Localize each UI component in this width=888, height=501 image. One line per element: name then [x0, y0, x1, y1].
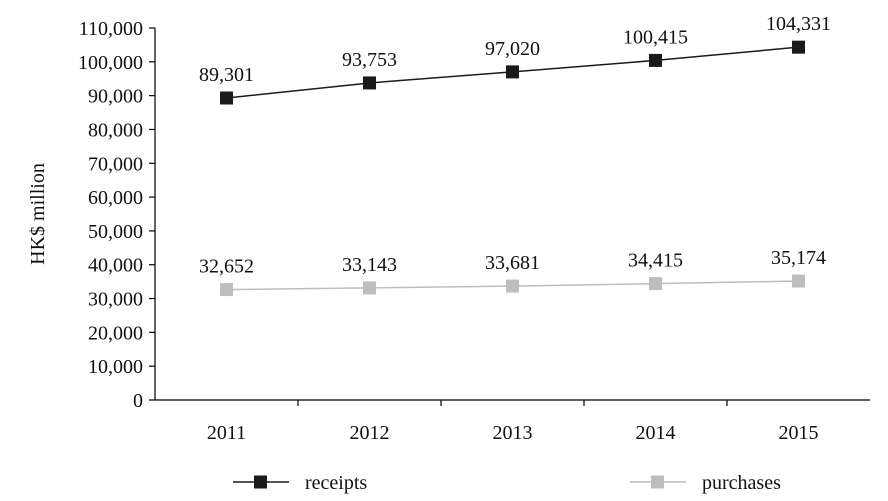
legend-marker — [254, 475, 267, 489]
y-axis-title: HK$ million — [27, 163, 49, 265]
data-point-marker — [792, 274, 805, 288]
y-tick-label: 80,000 — [88, 119, 143, 141]
data-label: 34,415 — [628, 250, 683, 272]
x-axis-ticks: 2011 2012 2013 2014 2015 — [207, 400, 819, 444]
data-point-marker — [363, 76, 376, 90]
data-label: 100,415 — [623, 26, 688, 48]
y-tick-label: 60,000 — [88, 187, 143, 209]
y-tick-label: 20,000 — [88, 322, 143, 344]
y-tick-label: 50,000 — [88, 221, 143, 243]
y-tick-label: 110,000 — [79, 18, 143, 40]
x-tick-label: 2014 — [636, 422, 676, 444]
data-label: 104,331 — [766, 13, 831, 35]
y-tick-label: 90,000 — [88, 86, 143, 108]
data-label: 35,174 — [771, 247, 826, 269]
x-tick-label: 2012 — [350, 422, 390, 444]
data-label: 33,143 — [342, 254, 397, 276]
series-receipts: 89,301 93,753 97,020 100,415 104,331 — [199, 13, 831, 105]
y-tick-label: 30,000 — [88, 289, 143, 311]
legend: receipts purchases — [233, 472, 781, 494]
data-point-marker — [220, 91, 233, 105]
x-tick-label: 2011 — [207, 422, 246, 444]
y-tick-label: 0 — [133, 390, 143, 412]
data-point-marker — [649, 277, 662, 291]
y-axis-ticks: 0 10,000 20,000 30,000 40,000 50,000 60,000 70,… — [78, 18, 155, 412]
y-tick-label: 10,000 — [88, 356, 143, 378]
data-point-marker — [506, 279, 519, 293]
data-point-marker — [649, 53, 662, 67]
y-tick-label: 100,000 — [78, 52, 143, 74]
legend-label: purchases — [702, 472, 781, 494]
data-point-marker — [363, 281, 376, 295]
legend-marker — [651, 475, 664, 489]
series-group: 89,301 93,753 97,020 100,415 104,331 32,652 33… — [199, 13, 831, 297]
y-tick-label: 40,000 — [88, 255, 143, 277]
data-label: 33,681 — [485, 252, 540, 274]
y-tick-label: 70,000 — [88, 153, 143, 175]
data-label: 93,753 — [342, 49, 397, 71]
data-point-marker — [792, 40, 805, 54]
data-label: 32,652 — [199, 256, 254, 278]
data-point-marker — [506, 65, 519, 79]
legend-item-purchases: purchases — [630, 472, 781, 494]
data-label: 97,020 — [485, 38, 540, 60]
data-label: 89,301 — [199, 64, 254, 86]
series-purchases: 32,652 33,143 33,681 34,415 35,174 — [199, 247, 826, 297]
x-tick-label: 2015 — [779, 422, 819, 444]
legend-item-receipts: receipts — [233, 472, 367, 494]
legend-label: receipts — [305, 472, 367, 494]
data-point-marker — [220, 283, 233, 297]
axes — [154, 28, 870, 401]
x-tick-label: 2013 — [493, 422, 533, 444]
